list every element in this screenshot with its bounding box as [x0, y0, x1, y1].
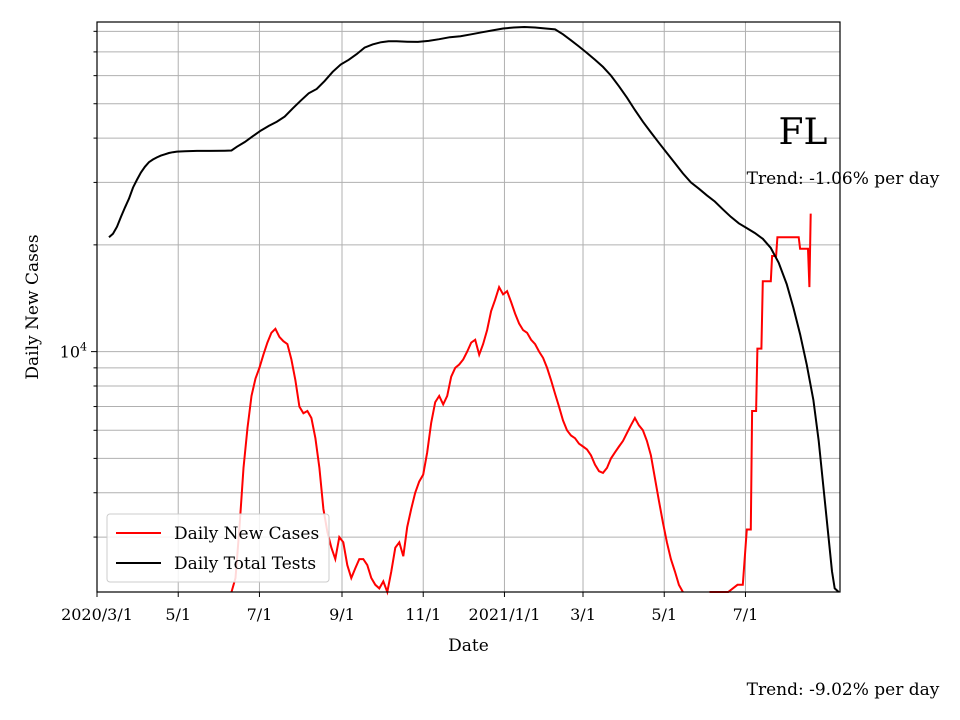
x-tick-label: 11/1: [405, 605, 441, 624]
x-tick-label: 2021/1/1: [469, 605, 541, 624]
legend-box: [106, 513, 330, 583]
trend-label-cases: Trend: -9.02% per day: [747, 680, 940, 700]
legend-entry-daily-total-tests: Daily Total Tests: [174, 554, 316, 574]
series-line-daily-new-cases: [230, 213, 812, 596]
series-line-daily-total-tests: [108, 25, 840, 593]
x-tick-label: 5/1: [651, 605, 677, 624]
x-axis-label: Date: [448, 636, 489, 656]
y-tick-label: 104: [60, 341, 87, 362]
plot-frame: [96, 21, 841, 593]
y-axis-label: Daily New Cases: [23, 234, 43, 379]
axis-ticks: 2020/3/1 5/1 7/1 9/1 11/1 2021/1/1 3/1 5/1 7/1: [61, 30, 759, 624]
trend-label-tests: Trend: -1.06% per day: [747, 169, 940, 189]
x-tick-label: 7/1: [733, 605, 759, 624]
legend: Daily New Cases Daily Total Tests: [106, 513, 330, 583]
grid: [96, 22, 840, 592]
x-tick-label: 3/1: [570, 605, 596, 624]
legend-entry-daily-new-cases: Daily New Cases: [174, 524, 319, 544]
x-tick-label: 2020/3/1: [61, 605, 133, 624]
x-tick-label: 9/1: [329, 605, 355, 624]
x-tick-label: 7/1: [247, 605, 273, 624]
plot-lines: [108, 25, 840, 596]
x-tick-label: 5/1: [165, 605, 191, 624]
state-label: FL: [779, 112, 828, 153]
